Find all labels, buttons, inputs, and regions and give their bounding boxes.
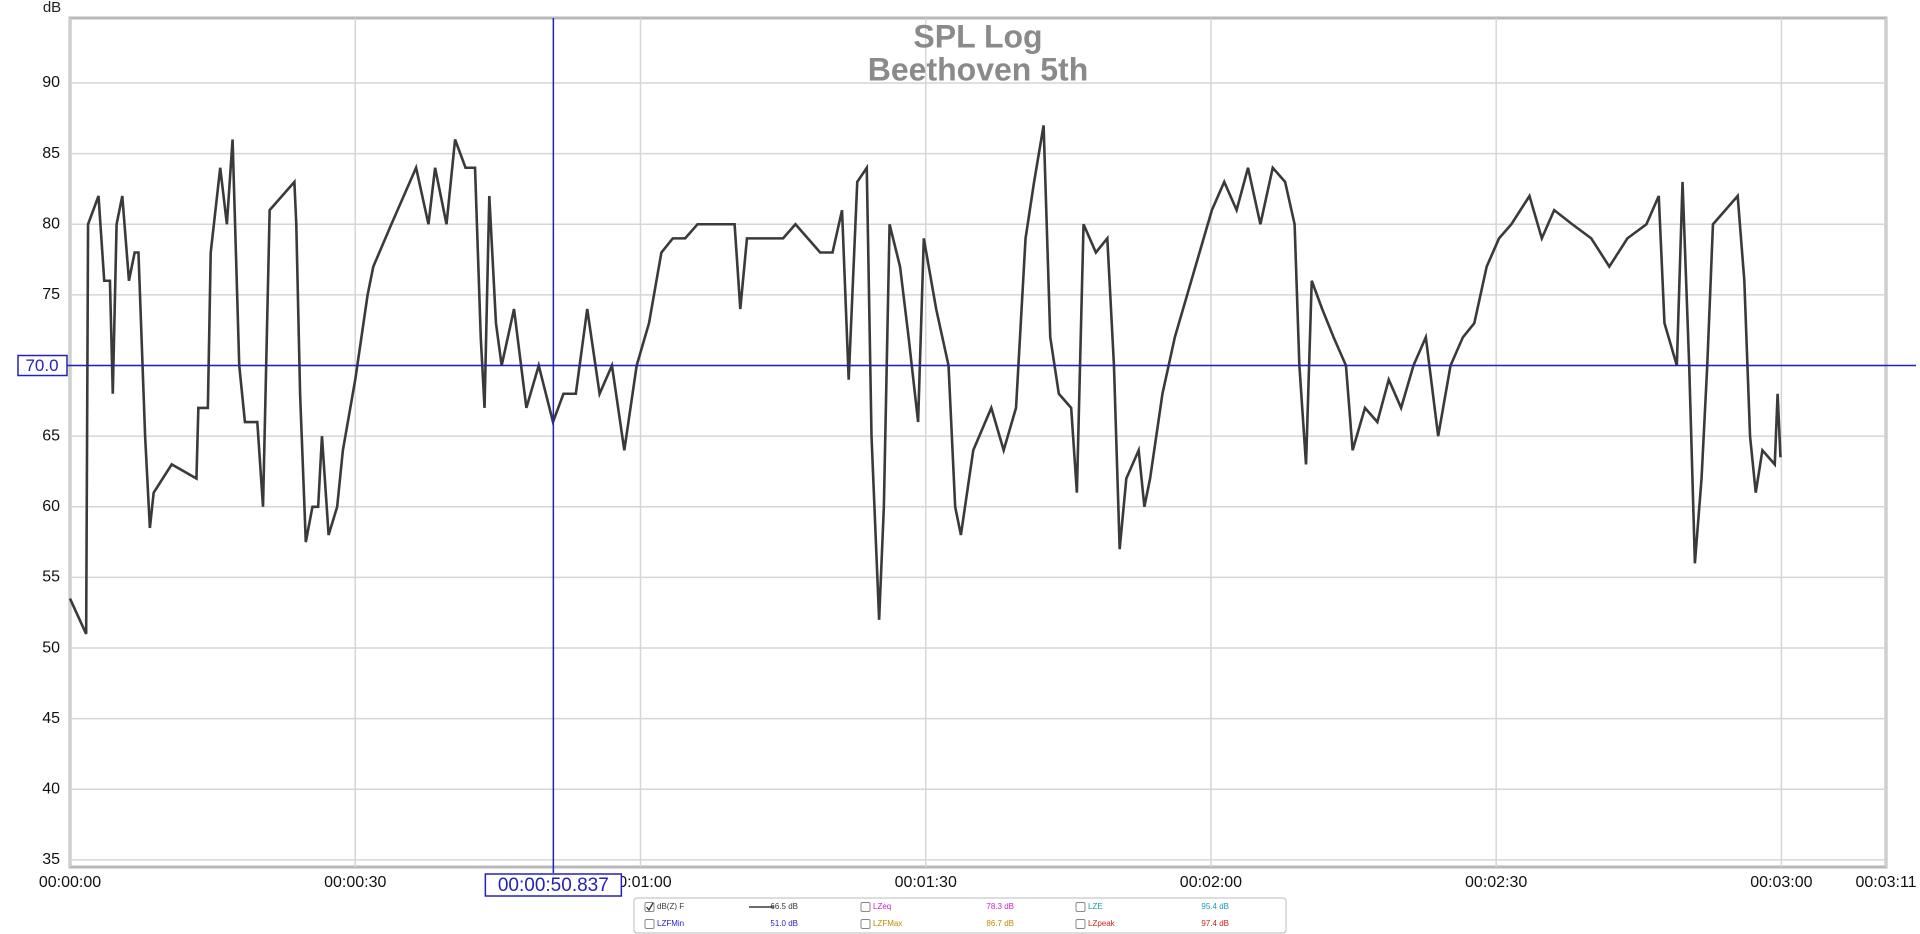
legend-checkmark: [646, 902, 654, 912]
y-tick-label: 80: [42, 215, 60, 232]
cursor-y-label: 70.0: [25, 356, 58, 375]
data-line: [68, 125, 1782, 635]
y-tick-label: 85: [42, 145, 60, 162]
x-tick-label: 00:03:00: [1750, 874, 1812, 891]
plot-area: [68, 16, 1888, 869]
chart-title: SPL Log: [913, 18, 1042, 54]
legend-reading: 51.0 dB: [770, 919, 798, 928]
legend-reading: 86.7 dB: [986, 919, 1014, 928]
legend-name: LZE: [1088, 902, 1103, 911]
cursor-y-label-box: [17, 354, 68, 377]
y-axis-label: dB: [43, 0, 61, 16]
y-tick-label: 75: [42, 286, 60, 303]
x-tick-label: 00:02:00: [1180, 874, 1242, 891]
legend-name: LZFMin: [657, 919, 684, 928]
x-tick-label: 00:01:30: [895, 874, 957, 891]
x-tick-label: 00:02:30: [1465, 874, 1527, 891]
x-tick-label: 00:03:11: [1855, 874, 1916, 891]
legend-box: [633, 897, 1287, 934]
legend-name: LZpeak: [1088, 919, 1116, 928]
legend-reading: 78.3 dB: [986, 902, 1014, 911]
legend-checkbox[interactable]: [1075, 919, 1086, 929]
legend-checkbox[interactable]: [860, 919, 871, 929]
y-tick-label: 45: [42, 710, 60, 727]
legend-reading: 66.5 dB: [770, 902, 798, 911]
chart-subtitle: Beethoven 5th: [868, 51, 1088, 87]
y-tick-label: 40: [42, 781, 60, 798]
legend-reading: 97.4 dB: [1201, 919, 1229, 928]
legend-checkbox[interactable]: [860, 902, 871, 912]
legend-reading: 95.4 dB: [1201, 902, 1229, 911]
legend-name: LZFMax: [873, 919, 902, 928]
legend-checkbox[interactable]: [1075, 902, 1086, 912]
y-tick-label: 55: [42, 569, 60, 586]
y-tick-label: 90: [42, 74, 60, 91]
y-tick-label: 60: [42, 498, 60, 515]
x-tick-label: 00:00:30: [324, 874, 386, 891]
cursor-x-label-box: [484, 873, 623, 897]
cursor-x-label: 00:00:50.837: [498, 875, 609, 896]
y-tick-label: 65: [42, 427, 60, 444]
legend-name: dB(Z) F: [657, 902, 684, 911]
legend-name: LZeq: [873, 902, 891, 911]
x-tick-label: 00:00:00: [39, 874, 101, 891]
x-tick-label: 00:01:00: [609, 874, 671, 891]
y-tick-label: 50: [42, 639, 60, 656]
legend-checkbox[interactable]: [644, 919, 655, 929]
y-tick-label: 35: [42, 851, 60, 868]
